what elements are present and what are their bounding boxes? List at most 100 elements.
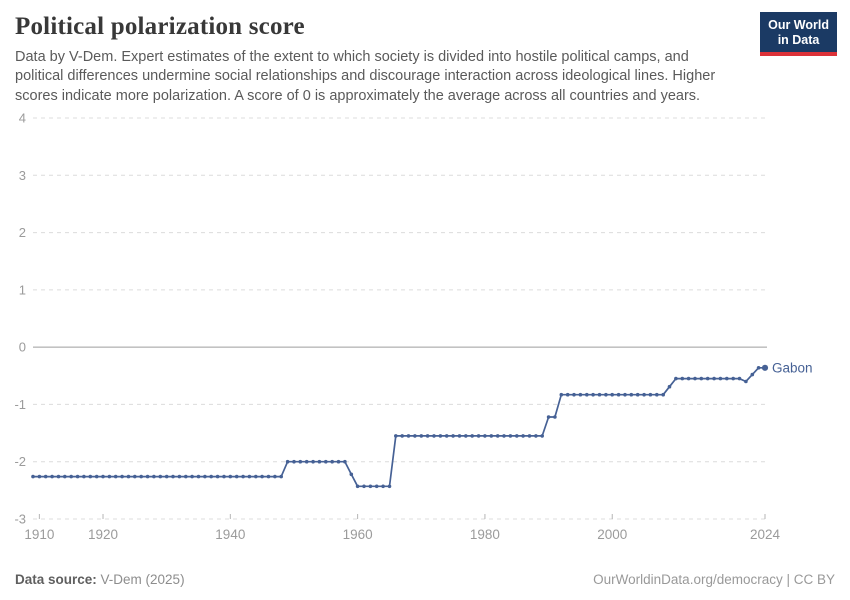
data-point-marker[interactable]	[43, 474, 48, 479]
data-point-marker[interactable]	[126, 474, 131, 479]
data-point-marker[interactable]	[464, 433, 468, 438]
data-point-marker[interactable]	[285, 459, 290, 464]
data-point-marker[interactable]	[234, 474, 239, 479]
data-point-marker[interactable]	[37, 474, 42, 479]
data-point-marker[interactable]	[591, 392, 595, 397]
data-point-marker[interactable]	[247, 474, 252, 479]
data-point-marker[interactable]	[750, 372, 755, 377]
data-point-marker[interactable]	[546, 415, 551, 419]
data-point-marker[interactable]	[152, 474, 156, 479]
data-point-marker[interactable]	[470, 433, 475, 438]
data-point-marker[interactable]	[693, 376, 697, 381]
data-point-marker[interactable]	[623, 392, 627, 397]
data-point-marker[interactable]	[139, 474, 143, 479]
data-point-marker[interactable]	[680, 376, 685, 381]
data-point-marker[interactable]	[215, 474, 220, 479]
data-point-marker[interactable]	[457, 433, 462, 438]
data-point-marker[interactable]	[317, 459, 322, 464]
data-point-marker[interactable]	[413, 433, 417, 438]
data-point-marker[interactable]	[158, 474, 163, 479]
data-point-marker[interactable]	[655, 392, 659, 397]
data-point-marker[interactable]	[495, 433, 500, 438]
data-point-marker[interactable]	[330, 459, 335, 464]
data-point-marker[interactable]	[311, 459, 315, 464]
data-point-marker[interactable]	[616, 392, 621, 397]
data-point-marker[interactable]	[355, 484, 360, 488]
data-point-marker[interactable]	[661, 392, 665, 397]
data-point-marker[interactable]	[451, 433, 455, 438]
data-point-marker[interactable]	[419, 433, 424, 438]
data-point-marker[interactable]	[50, 474, 54, 479]
data-point-marker[interactable]	[101, 474, 105, 479]
owid-logo[interactable]: Our World in Data	[760, 12, 837, 56]
data-point-marker[interactable]	[444, 433, 449, 438]
data-point-marker[interactable]	[400, 433, 405, 438]
data-point-marker[interactable]	[483, 433, 487, 438]
data-point-marker[interactable]	[387, 484, 392, 488]
data-point-marker[interactable]	[406, 433, 411, 438]
data-point-marker[interactable]	[254, 474, 258, 479]
data-point-marker[interactable]	[744, 379, 748, 384]
data-point-marker[interactable]	[712, 376, 716, 381]
data-point-marker[interactable]	[737, 376, 742, 381]
data-point-marker[interactable]	[489, 433, 494, 438]
data-point-marker[interactable]	[476, 433, 481, 438]
data-point-marker[interactable]	[597, 392, 602, 397]
polarization-chart[interactable]: -3 -2 -1 0 1 2 3 4 1910 1920 1940 1960 1980 2000 2024 G…	[0, 108, 850, 556]
data-point-marker[interactable]	[209, 474, 213, 479]
data-point-marker[interactable]	[298, 459, 303, 464]
data-point-marker[interactable]	[164, 474, 169, 479]
data-point-marker[interactable]	[279, 474, 284, 479]
data-point-marker[interactable]	[508, 433, 513, 438]
data-point-marker[interactable]	[273, 474, 277, 479]
data-point-marker[interactable]	[343, 459, 347, 464]
data-point-marker[interactable]	[432, 433, 436, 438]
data-point-marker[interactable]	[171, 474, 175, 479]
data-point-marker[interactable]	[266, 474, 271, 479]
data-point-marker[interactable]	[336, 459, 341, 464]
data-point-marker[interactable]	[88, 474, 93, 479]
owid-license-link[interactable]: OurWorldinData.org/democracy | CC BY	[593, 572, 835, 587]
data-point-marker[interactable]	[540, 433, 544, 438]
data-point-marker[interactable]	[425, 433, 430, 438]
data-point-marker[interactable]	[521, 433, 525, 438]
data-point-marker[interactable]	[699, 376, 704, 381]
data-point-marker[interactable]	[228, 474, 233, 479]
data-point-marker[interactable]	[94, 474, 99, 479]
series-label-gabon[interactable]: Gabon	[772, 360, 813, 375]
data-point-marker[interactable]	[534, 433, 538, 438]
data-point-marker[interactable]	[177, 474, 182, 479]
data-point-marker[interactable]	[559, 392, 564, 397]
data-point-marker[interactable]	[674, 376, 678, 381]
data-point-marker[interactable]	[292, 459, 296, 464]
data-point-marker[interactable]	[69, 474, 73, 479]
data-point-marker[interactable]	[203, 474, 207, 479]
data-point-marker[interactable]	[502, 433, 506, 438]
data-point-marker[interactable]	[629, 392, 634, 397]
data-point-marker[interactable]	[705, 376, 710, 381]
data-point-marker[interactable]	[120, 474, 124, 479]
data-point-marker[interactable]	[113, 474, 118, 479]
data-point-marker[interactable]	[324, 459, 328, 464]
data-point-marker[interactable]	[349, 472, 354, 476]
data-point-marker[interactable]	[553, 415, 557, 419]
data-point-marker[interactable]	[82, 474, 86, 479]
data-point-marker[interactable]	[565, 392, 570, 397]
data-point-marker[interactable]	[381, 484, 385, 488]
data-point-marker[interactable]	[686, 376, 691, 381]
series-end-marker[interactable]	[761, 364, 769, 371]
data-point-marker[interactable]	[145, 474, 150, 479]
data-point-marker[interactable]	[222, 474, 226, 479]
data-point-marker[interactable]	[667, 384, 672, 389]
data-point-marker[interactable]	[196, 474, 201, 479]
data-point-marker[interactable]	[241, 474, 245, 479]
series-line-gabon[interactable]	[33, 366, 765, 487]
data-point-marker[interactable]	[75, 474, 80, 479]
data-point-marker[interactable]	[527, 433, 532, 438]
data-point-marker[interactable]	[190, 474, 194, 479]
data-point-marker[interactable]	[610, 392, 614, 397]
data-point-marker[interactable]	[604, 392, 608, 397]
data-point-marker[interactable]	[515, 433, 519, 438]
data-point-marker[interactable]	[585, 392, 589, 397]
data-point-marker[interactable]	[304, 459, 309, 464]
